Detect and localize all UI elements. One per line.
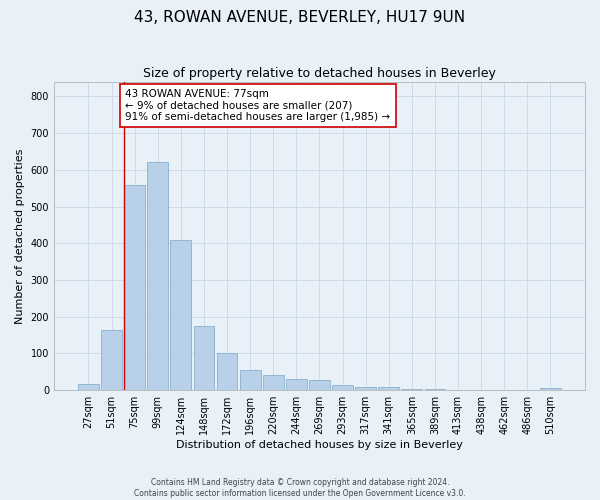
Bar (148, 162, 168, 390)
Bar (540, 388, 561, 390)
Bar (263, 375, 284, 390)
Bar (124, 184, 145, 390)
Text: 43 ROWAN AVENUE: 77sqm
← 9% of detached houses are smaller (207)
91% of semi-det: 43 ROWAN AVENUE: 77sqm ← 9% of detached … (125, 89, 391, 122)
Bar (332, 385, 353, 390)
Bar (78, 384, 99, 390)
Text: Contains HM Land Registry data © Crown copyright and database right 2024.
Contai: Contains HM Land Registry data © Crown c… (134, 478, 466, 498)
Bar (355, 388, 376, 390)
Title: Size of property relative to detached houses in Beverley: Size of property relative to detached ho… (143, 68, 496, 80)
Bar (217, 354, 238, 390)
Text: 43, ROWAN AVENUE, BEVERLEY, HU17 9UN: 43, ROWAN AVENUE, BEVERLEY, HU17 9UN (134, 10, 466, 25)
Bar (309, 380, 330, 390)
Bar (286, 379, 307, 390)
Bar (101, 330, 122, 390)
Bar (379, 388, 399, 390)
X-axis label: Distribution of detached houses by size in Beverley: Distribution of detached houses by size … (176, 440, 463, 450)
Bar (170, 240, 191, 390)
Bar (240, 370, 260, 390)
Y-axis label: Number of detached properties: Number of detached properties (15, 148, 25, 324)
Bar (194, 326, 214, 390)
